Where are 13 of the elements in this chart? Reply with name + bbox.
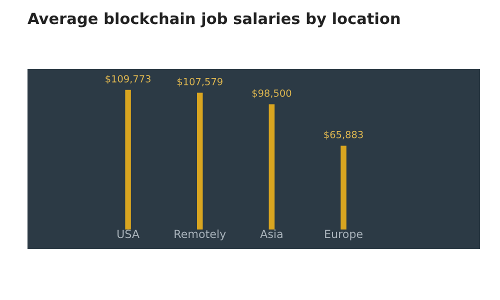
bar (268, 104, 275, 230)
data-label: $98,500 (252, 89, 292, 98)
x-tick-label: Europe (325, 230, 362, 240)
bar (340, 146, 346, 230)
bar (125, 90, 131, 230)
x-tick-label: Remotely (174, 230, 226, 240)
bar (197, 92, 203, 230)
chart-title: Average blockchain job salaries by location (28, 12, 400, 28)
data-label: $65,883 (324, 130, 363, 140)
data-label: $109,773 (106, 74, 150, 84)
x-tick-label: Asia (260, 230, 282, 238)
data-label: $107,579 (177, 78, 222, 87)
x-tick-label: USA (118, 230, 140, 238)
